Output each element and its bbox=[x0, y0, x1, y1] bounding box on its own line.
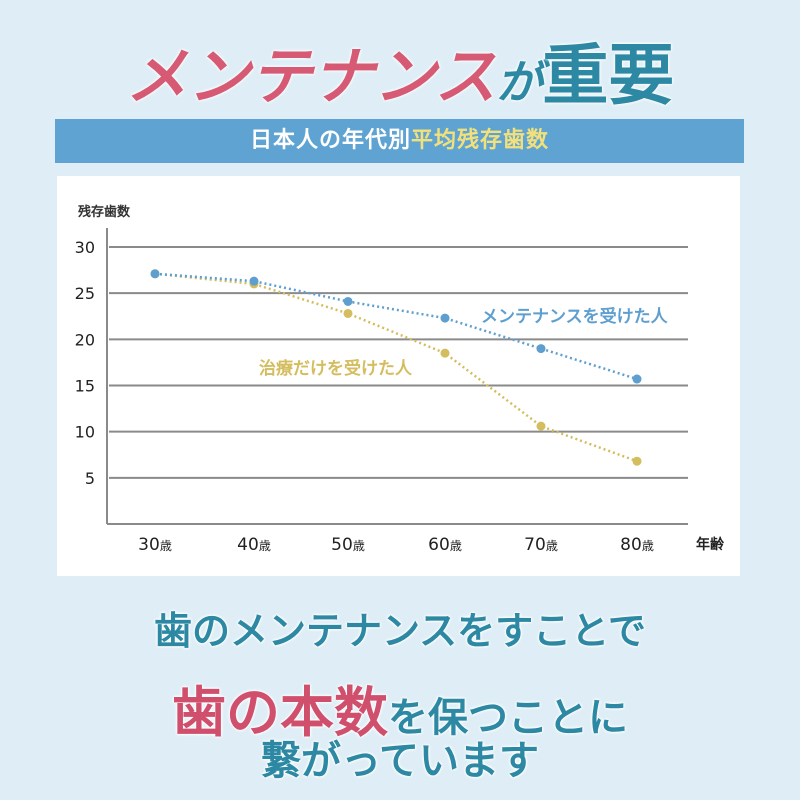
message-line-2-rest: を保つことに bbox=[388, 695, 628, 741]
y-tick-label: 10 bbox=[75, 423, 95, 442]
chart-title-part1: 日本人の年代別 bbox=[249, 128, 411, 153]
chart-panel: 残存歯数 5 10 15 20 25 30 30歳 40歳 50歳 60歳 70歳 80歳 年齢 メンテナン… bbox=[57, 176, 740, 576]
chart-title-banner: 日本人の年代別平均残存歯数 bbox=[55, 119, 744, 163]
series-label-treatment: 治療だけを受けた人 bbox=[259, 358, 413, 379]
series-label-maintenance: メンテナンスを受けた人 bbox=[481, 306, 669, 327]
data-point bbox=[343, 296, 353, 306]
headline-particle: が bbox=[496, 55, 543, 109]
y-tick-label: 30 bbox=[75, 238, 95, 257]
message-line-1: 歯のメンテナンスをすことで bbox=[153, 609, 647, 653]
line-chart: 残存歯数 5 10 15 20 25 30 30歳 40歳 50歳 60歳 70歳 80歳 年齢 メンテナン… bbox=[75, 204, 725, 555]
x-tick-label: 80歳 bbox=[620, 535, 654, 555]
y-tick-label: 20 bbox=[75, 330, 95, 349]
x-tick-label: 40歳 bbox=[237, 535, 271, 555]
x-tick-label: 60歳 bbox=[428, 535, 462, 555]
message-highlight: 歯の本数 bbox=[172, 681, 388, 744]
chart-title-part2: 平均残存歯数 bbox=[411, 128, 550, 153]
series-line-maintenance bbox=[154, 272, 638, 381]
headline-maintenance: メンテナンス bbox=[125, 40, 497, 113]
data-point bbox=[440, 313, 450, 323]
message-line-3: 繋がっています bbox=[261, 738, 539, 784]
x-tick-label: 70歳 bbox=[524, 535, 558, 555]
y-axis-label: 残存歯数 bbox=[78, 204, 131, 220]
data-point bbox=[536, 344, 546, 354]
data-point bbox=[440, 348, 450, 358]
data-point bbox=[536, 421, 546, 431]
data-point bbox=[150, 269, 160, 279]
headline: メンテナンスが重要 bbox=[0, 22, 800, 118]
headline-important: 重要 bbox=[542, 36, 675, 114]
y-tick-label: 15 bbox=[75, 377, 95, 396]
data-point bbox=[632, 456, 642, 466]
x-tick-label: 30歳 bbox=[138, 535, 172, 555]
data-point bbox=[632, 374, 642, 384]
data-point bbox=[343, 308, 353, 318]
x-tick-label: 50歳 bbox=[331, 535, 365, 555]
y-tick-label: 5 bbox=[85, 469, 95, 488]
series-line-treatment bbox=[154, 272, 638, 463]
data-point bbox=[249, 276, 259, 286]
x-axis-label: 年齢 bbox=[696, 536, 725, 553]
y-tick-label: 25 bbox=[75, 284, 95, 303]
message-line-2: 歯の本数を保つことに bbox=[0, 668, 800, 747]
